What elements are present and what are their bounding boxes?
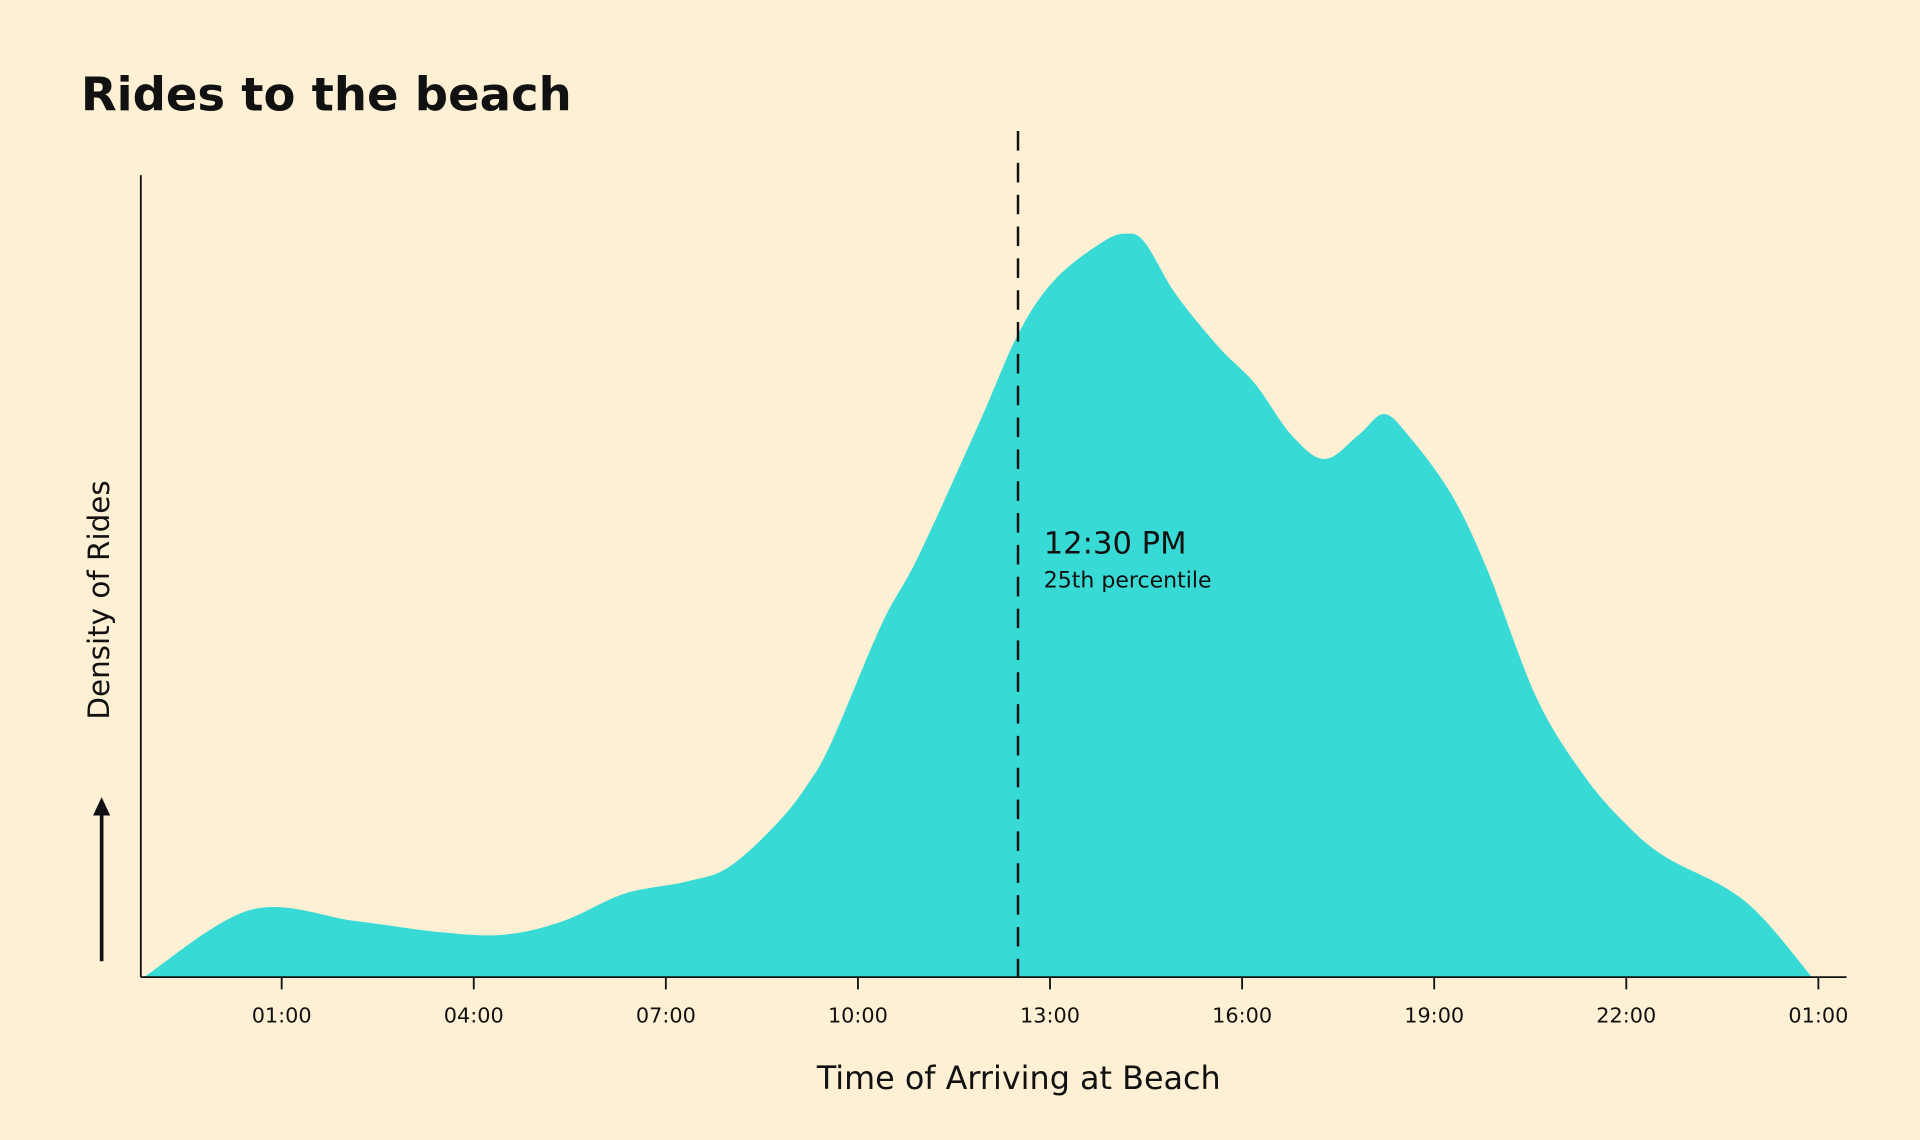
x-axis-label: Time of Arriving at Beach [816, 1059, 1221, 1097]
x-tick-label: 07:00 [636, 1003, 696, 1027]
x-tick-label: 04:00 [444, 1003, 504, 1027]
annotation-label: 12:30 PM [1044, 526, 1187, 561]
chart-title: Rides to the beach [81, 67, 572, 121]
x-tick-label: 10:00 [828, 1003, 888, 1027]
density-area [144, 233, 1812, 978]
x-tick-label: 19:00 [1404, 1003, 1464, 1027]
y-arrowhead [93, 797, 111, 816]
plot: 01:00 04:00 07:00 10:00 13:00 16:00 19:00 22:00… [139, 131, 1848, 1027]
x-tick-label: 16:00 [1212, 1003, 1272, 1027]
x-tick-label: 22:00 [1596, 1003, 1656, 1027]
x-tick-label: 01:00 [1788, 1003, 1848, 1027]
y-axis-label: Density of Rides [82, 480, 116, 719]
x-tick-label: 13:00 [1020, 1003, 1080, 1027]
x-tick-label: 01:00 [252, 1003, 312, 1027]
annotation-sublabel: 25th percentile [1044, 569, 1212, 594]
